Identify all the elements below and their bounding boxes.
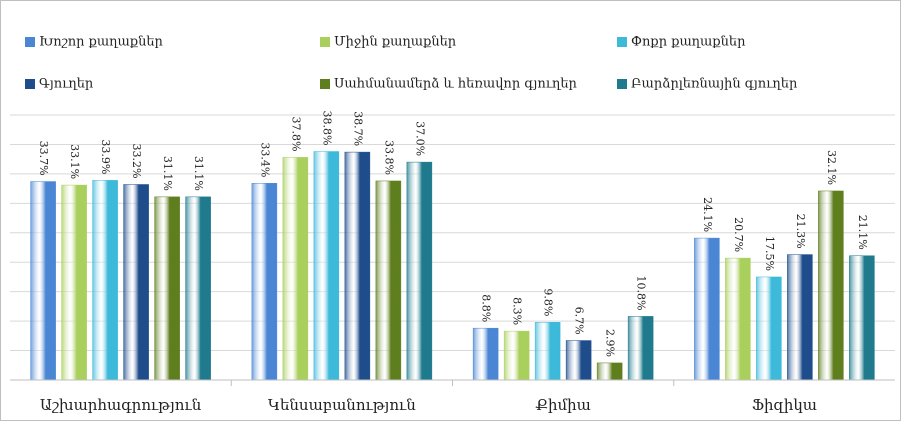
bar <box>818 190 844 381</box>
bar <box>787 254 813 381</box>
legend-swatch <box>320 79 330 89</box>
data-label: 33.2% <box>130 144 143 179</box>
bar <box>344 151 371 381</box>
data-label: 31.1% <box>161 156 174 191</box>
legend-label: Միջին քաղաքներ <box>334 35 457 50</box>
legend-label: Փոքր քաղաքներ <box>631 35 746 50</box>
bar <box>596 362 623 381</box>
bar <box>282 157 309 381</box>
data-label: 33.7% <box>37 141 50 176</box>
data-label: 9.8% <box>542 288 555 316</box>
data-label: 37.0% <box>413 121 426 156</box>
legend-swatch <box>617 37 627 47</box>
bar <box>123 184 149 381</box>
bar <box>251 183 278 381</box>
x-tick-label: Քիմիա <box>535 396 591 414</box>
data-label: 33.4% <box>258 142 271 177</box>
bar <box>154 196 180 381</box>
data-label: 8.8% <box>480 294 493 322</box>
bar <box>725 257 751 381</box>
bar <box>185 196 211 381</box>
legend-label: Բարձրլեռնային գյուղեր <box>631 77 798 92</box>
bar <box>756 276 782 381</box>
bar <box>849 255 875 381</box>
legend-swatch <box>25 37 35 47</box>
data-label: 31.1% <box>192 156 205 191</box>
data-label: 32.1% <box>825 150 838 185</box>
bar <box>61 184 87 381</box>
bar <box>694 237 720 381</box>
data-label: 21.3% <box>794 214 807 249</box>
bar <box>565 340 592 381</box>
bar <box>92 180 118 381</box>
data-label: 8.3% <box>511 297 524 325</box>
bar <box>406 161 433 381</box>
legend-label: Գյուղեր <box>39 77 94 92</box>
data-label: 6.7% <box>573 307 586 335</box>
data-label: 2.9% <box>604 329 617 357</box>
x-tick-label: Աշխարհագրություն <box>40 396 202 414</box>
legend-swatch <box>320 37 330 47</box>
data-label: 37.8% <box>289 116 302 151</box>
legend-label: Խոշոր քաղաքներ <box>39 35 164 50</box>
x-tick-label: Կենսաբանություն <box>268 396 416 414</box>
data-label: 17.5% <box>763 236 776 271</box>
legend-label: Սահմանամերձ և հեռավոր գյուղեր <box>334 77 578 92</box>
data-label: 24.1% <box>701 197 714 232</box>
bar <box>534 322 561 381</box>
legend-swatch <box>617 79 627 89</box>
x-tick-label: Ֆիզիկա <box>752 396 817 414</box>
data-label: 33.1% <box>68 144 81 179</box>
bar <box>375 180 402 381</box>
bar <box>472 327 499 381</box>
legend-swatch <box>25 79 35 89</box>
bar <box>313 151 340 381</box>
data-label: 21.1% <box>856 215 869 250</box>
data-label: 38.8% <box>320 111 333 146</box>
data-label: 38.7% <box>351 111 364 146</box>
data-label: 33.8% <box>382 140 395 175</box>
bar <box>627 316 654 381</box>
bar <box>30 181 56 381</box>
data-label: 10.8% <box>635 275 648 310</box>
bar <box>503 330 530 381</box>
data-label: 20.7% <box>732 217 745 252</box>
data-label: 33.9% <box>99 139 112 174</box>
